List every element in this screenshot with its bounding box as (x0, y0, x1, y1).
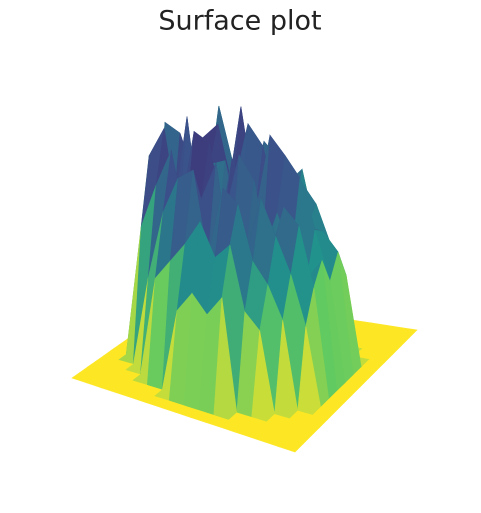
surface (71, 105, 418, 453)
surface-patch (279, 438, 304, 453)
chart-title: Surface plot (158, 6, 321, 37)
